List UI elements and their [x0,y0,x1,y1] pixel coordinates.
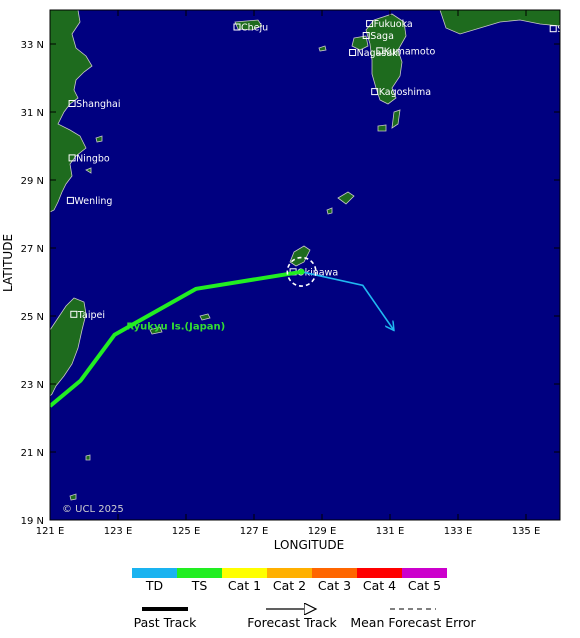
legend-key-label: Mean Forecast Error [350,615,476,630]
x-tick-label: 131 E [376,526,405,537]
city-label: Cheju [241,23,268,34]
copyright-label: © UCL 2025 [62,504,124,515]
small-island-3 [95,135,103,143]
x-axis-title: LONGITUDE [274,538,344,552]
city-label: Kagoshima [379,87,431,98]
legend-category-label: Cat 1 [228,578,261,593]
amami-island [337,191,355,205]
y-axis-title: LATITUDE [1,234,15,292]
shikoku-honshu [439,10,560,35]
small-island-5 [69,493,77,501]
plot-frame [49,9,561,521]
axis-tick-labels: 121 E 123 E 125 E 127 E 129 E 131 E 133 E 135 E… [21,40,541,537]
small-island-2 [326,207,333,215]
y-tick-label: 33 N [21,40,44,51]
forecast-error-circle [286,256,317,287]
legend-category-label: Cat 3 [318,578,351,593]
legend-swatch [222,568,267,578]
small-island-6 [85,454,91,461]
city-marker [376,47,384,55]
city-label: Taipei [77,310,105,321]
x-tick-label: 125 E [172,526,201,537]
x-tick-label: 123 E [104,526,133,537]
y-tick-label: 21 N [21,448,44,459]
small-island-1 [318,45,327,52]
city-label: Wenling [74,196,112,207]
city-label: Shanghai [76,99,120,110]
city-marker [68,100,76,107]
storm-tracks [50,256,394,408]
x-tick-label: 129 E [308,526,337,537]
small-island-4 [85,167,92,174]
land-masses [50,10,560,501]
city-label: Ningbo [76,153,110,164]
legend-swatch [312,568,357,578]
ocean-background [50,10,560,520]
tanegashima [391,109,401,129]
region-label: Ryukyu Is.(Japan) [126,322,225,333]
intensity-legend: TD TS Cat 1 Cat 2 Cat 3 Cat 4 Cat 5 [132,568,447,593]
legend-key-label: Forecast Track [247,615,337,630]
legend-swatch [402,568,447,578]
x-tick-label: 121 E [36,526,65,537]
legend-swatch [132,568,177,578]
legend-key-label: Past Track [134,615,197,630]
city-label: Kumamoto [384,46,436,57]
city-label: Fukuoka [374,19,413,30]
miyako-island [199,313,211,321]
y-tick-label: 25 N [21,312,44,323]
legend-category-label: TD [145,578,163,593]
legend-swatch [357,568,402,578]
y-tick-label: 23 N [21,380,44,391]
x-tick-label: 127 E [240,526,269,537]
track-legend: Past Track Forecast Track Mean Forecast Er… [134,609,477,630]
forecast-track-line [301,271,394,330]
legend-category-label: Cat 2 [273,578,306,593]
y-tick-label: 27 N [21,244,44,255]
city-marker [233,23,241,31]
legend-category-label: TS [191,578,208,593]
city-marker [366,20,374,28]
x-tick-label: 133 E [444,526,473,537]
y-tick-label: 31 N [21,108,44,119]
city-marker [371,88,379,96]
jeju-island [234,19,263,31]
city-marker [66,196,74,204]
city-marker [362,32,370,39]
china-coast [50,10,93,213]
current-position-dot [298,268,305,275]
yaeyama-islands [149,326,163,335]
city-marker [349,49,357,56]
city-label: Saga [370,31,394,42]
legend-swatch [177,568,222,578]
x-tick-label: 135 E [512,526,541,537]
city-label: Okinawa [297,267,338,278]
city-marker [68,154,76,162]
kyushu-northwest [351,35,369,51]
taiwan [50,297,87,397]
okinawa-island [289,245,311,267]
kyushu [365,13,407,105]
y-tick-label: 19 N [21,516,44,527]
legend-swatch [267,568,312,578]
city-label: Shiono-misaki [557,24,580,35]
legend-category-label: Cat 4 [363,578,396,593]
city-marker [70,310,78,318]
legend-category-label: Cat 5 [408,578,441,593]
y-tick-label: 29 N [21,176,44,187]
past-track-line [50,269,302,408]
city-markers: ChejuFukuokaSagaNagasakiKumamotoShiono-m… [66,19,580,321]
yakushima [377,124,387,132]
city-marker [549,25,557,33]
